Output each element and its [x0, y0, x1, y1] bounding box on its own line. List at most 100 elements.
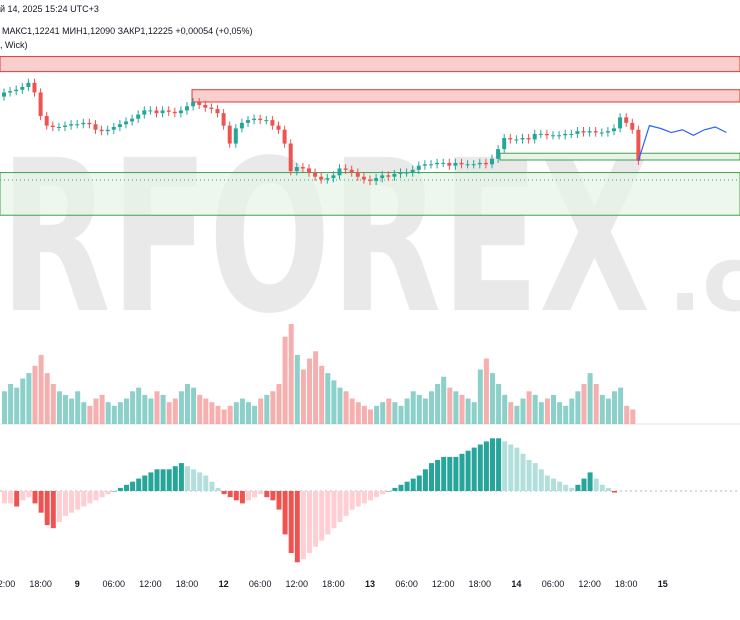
x-tick-label: 06:00	[395, 579, 418, 589]
macd-bar	[453, 456, 459, 491]
volume-bar	[508, 402, 514, 424]
candle	[349, 165, 354, 177]
candle	[605, 127, 610, 137]
candle-body	[593, 131, 598, 133]
candle	[124, 117, 128, 129]
macd-bar	[441, 456, 447, 491]
macd-bar	[331, 491, 337, 529]
candle	[300, 162, 305, 173]
candle-body	[337, 168, 342, 176]
candle-body	[294, 167, 299, 172]
candle	[227, 121, 232, 148]
candle	[276, 121, 281, 134]
x-tick-label: 06:00	[249, 579, 272, 589]
candle-body	[380, 175, 385, 179]
candle	[618, 113, 623, 133]
volume-bar	[307, 358, 312, 424]
macd-bar	[38, 491, 44, 513]
macd-bar	[563, 484, 569, 491]
volume-bar	[447, 387, 453, 424]
macd-bar	[447, 456, 453, 491]
candle	[319, 172, 324, 184]
candle-body	[14, 89, 19, 92]
candle-body	[612, 128, 616, 132]
candle	[191, 98, 196, 111]
macd-bar	[392, 487, 398, 491]
macd-bar	[172, 466, 178, 491]
macd-bar	[368, 491, 373, 501]
candle	[490, 154, 494, 169]
macd-bar	[575, 484, 581, 491]
candle	[636, 125, 641, 165]
x-tick-label: 06:00	[542, 579, 565, 589]
candle-body	[331, 175, 336, 179]
volume-bar	[410, 391, 416, 424]
candle-body	[111, 127, 116, 130]
candle	[313, 168, 318, 181]
volume-bar	[75, 391, 81, 424]
volume-bar	[520, 398, 526, 424]
volume-bar	[81, 402, 87, 424]
candle	[526, 133, 531, 144]
candle-body	[215, 109, 220, 114]
macd-bar	[581, 478, 587, 491]
candle-body	[87, 122, 92, 125]
x-tick-label: 18:00	[469, 579, 492, 589]
candle-body	[319, 176, 324, 180]
macd-bar	[142, 475, 148, 491]
candle-body	[75, 124, 80, 126]
volume-bar	[203, 398, 209, 424]
header-wick: , Wick)	[0, 40, 28, 50]
volume-bar	[563, 405, 569, 424]
macd-bar	[435, 460, 441, 491]
candle-body	[160, 110, 165, 114]
macd-bar	[203, 475, 209, 491]
volume-bar	[587, 373, 593, 424]
candle	[197, 98, 202, 110]
macd-bar	[246, 491, 251, 501]
macd-bar	[160, 469, 166, 491]
candle-body	[459, 162, 464, 165]
macd-bar	[56, 491, 62, 522]
volume-bar	[386, 398, 392, 424]
macd-bar	[605, 487, 611, 491]
candle	[538, 129, 543, 139]
volume-bar	[496, 384, 502, 424]
macd-bar	[75, 491, 81, 510]
volume-bar	[50, 384, 56, 424]
candle-body	[520, 138, 525, 140]
candle	[56, 122, 61, 132]
macd-bar	[612, 491, 617, 493]
candle	[380, 171, 385, 183]
macd-bar	[587, 472, 593, 491]
volume-bar	[117, 402, 123, 424]
volume-bar	[477, 369, 483, 424]
candle-body	[233, 128, 238, 144]
candle-body	[630, 122, 635, 130]
macd-bar	[319, 491, 325, 541]
candle	[477, 158, 482, 169]
candle-body	[270, 120, 275, 126]
volume-bar	[575, 391, 581, 424]
x-tick-label: 18:00	[29, 579, 52, 589]
zone-resistance-0	[0, 56, 740, 73]
candle	[20, 82, 25, 94]
macd-bar	[130, 481, 136, 491]
candle-body	[69, 124, 74, 126]
volume-bar	[2, 391, 7, 424]
candle	[557, 131, 562, 140]
candle	[105, 125, 110, 136]
volume-bar	[142, 394, 148, 424]
macd-bar	[8, 491, 14, 504]
macd-bar	[105, 491, 111, 495]
volume-bar	[404, 398, 410, 424]
candle	[307, 164, 311, 177]
candle	[386, 171, 391, 181]
candle	[422, 160, 427, 170]
volume-bar	[538, 402, 544, 424]
volume-bar	[69, 398, 75, 424]
volume-bar	[349, 398, 355, 424]
macd-bar	[410, 478, 416, 491]
volume-bar	[441, 376, 447, 424]
candle	[551, 131, 555, 140]
